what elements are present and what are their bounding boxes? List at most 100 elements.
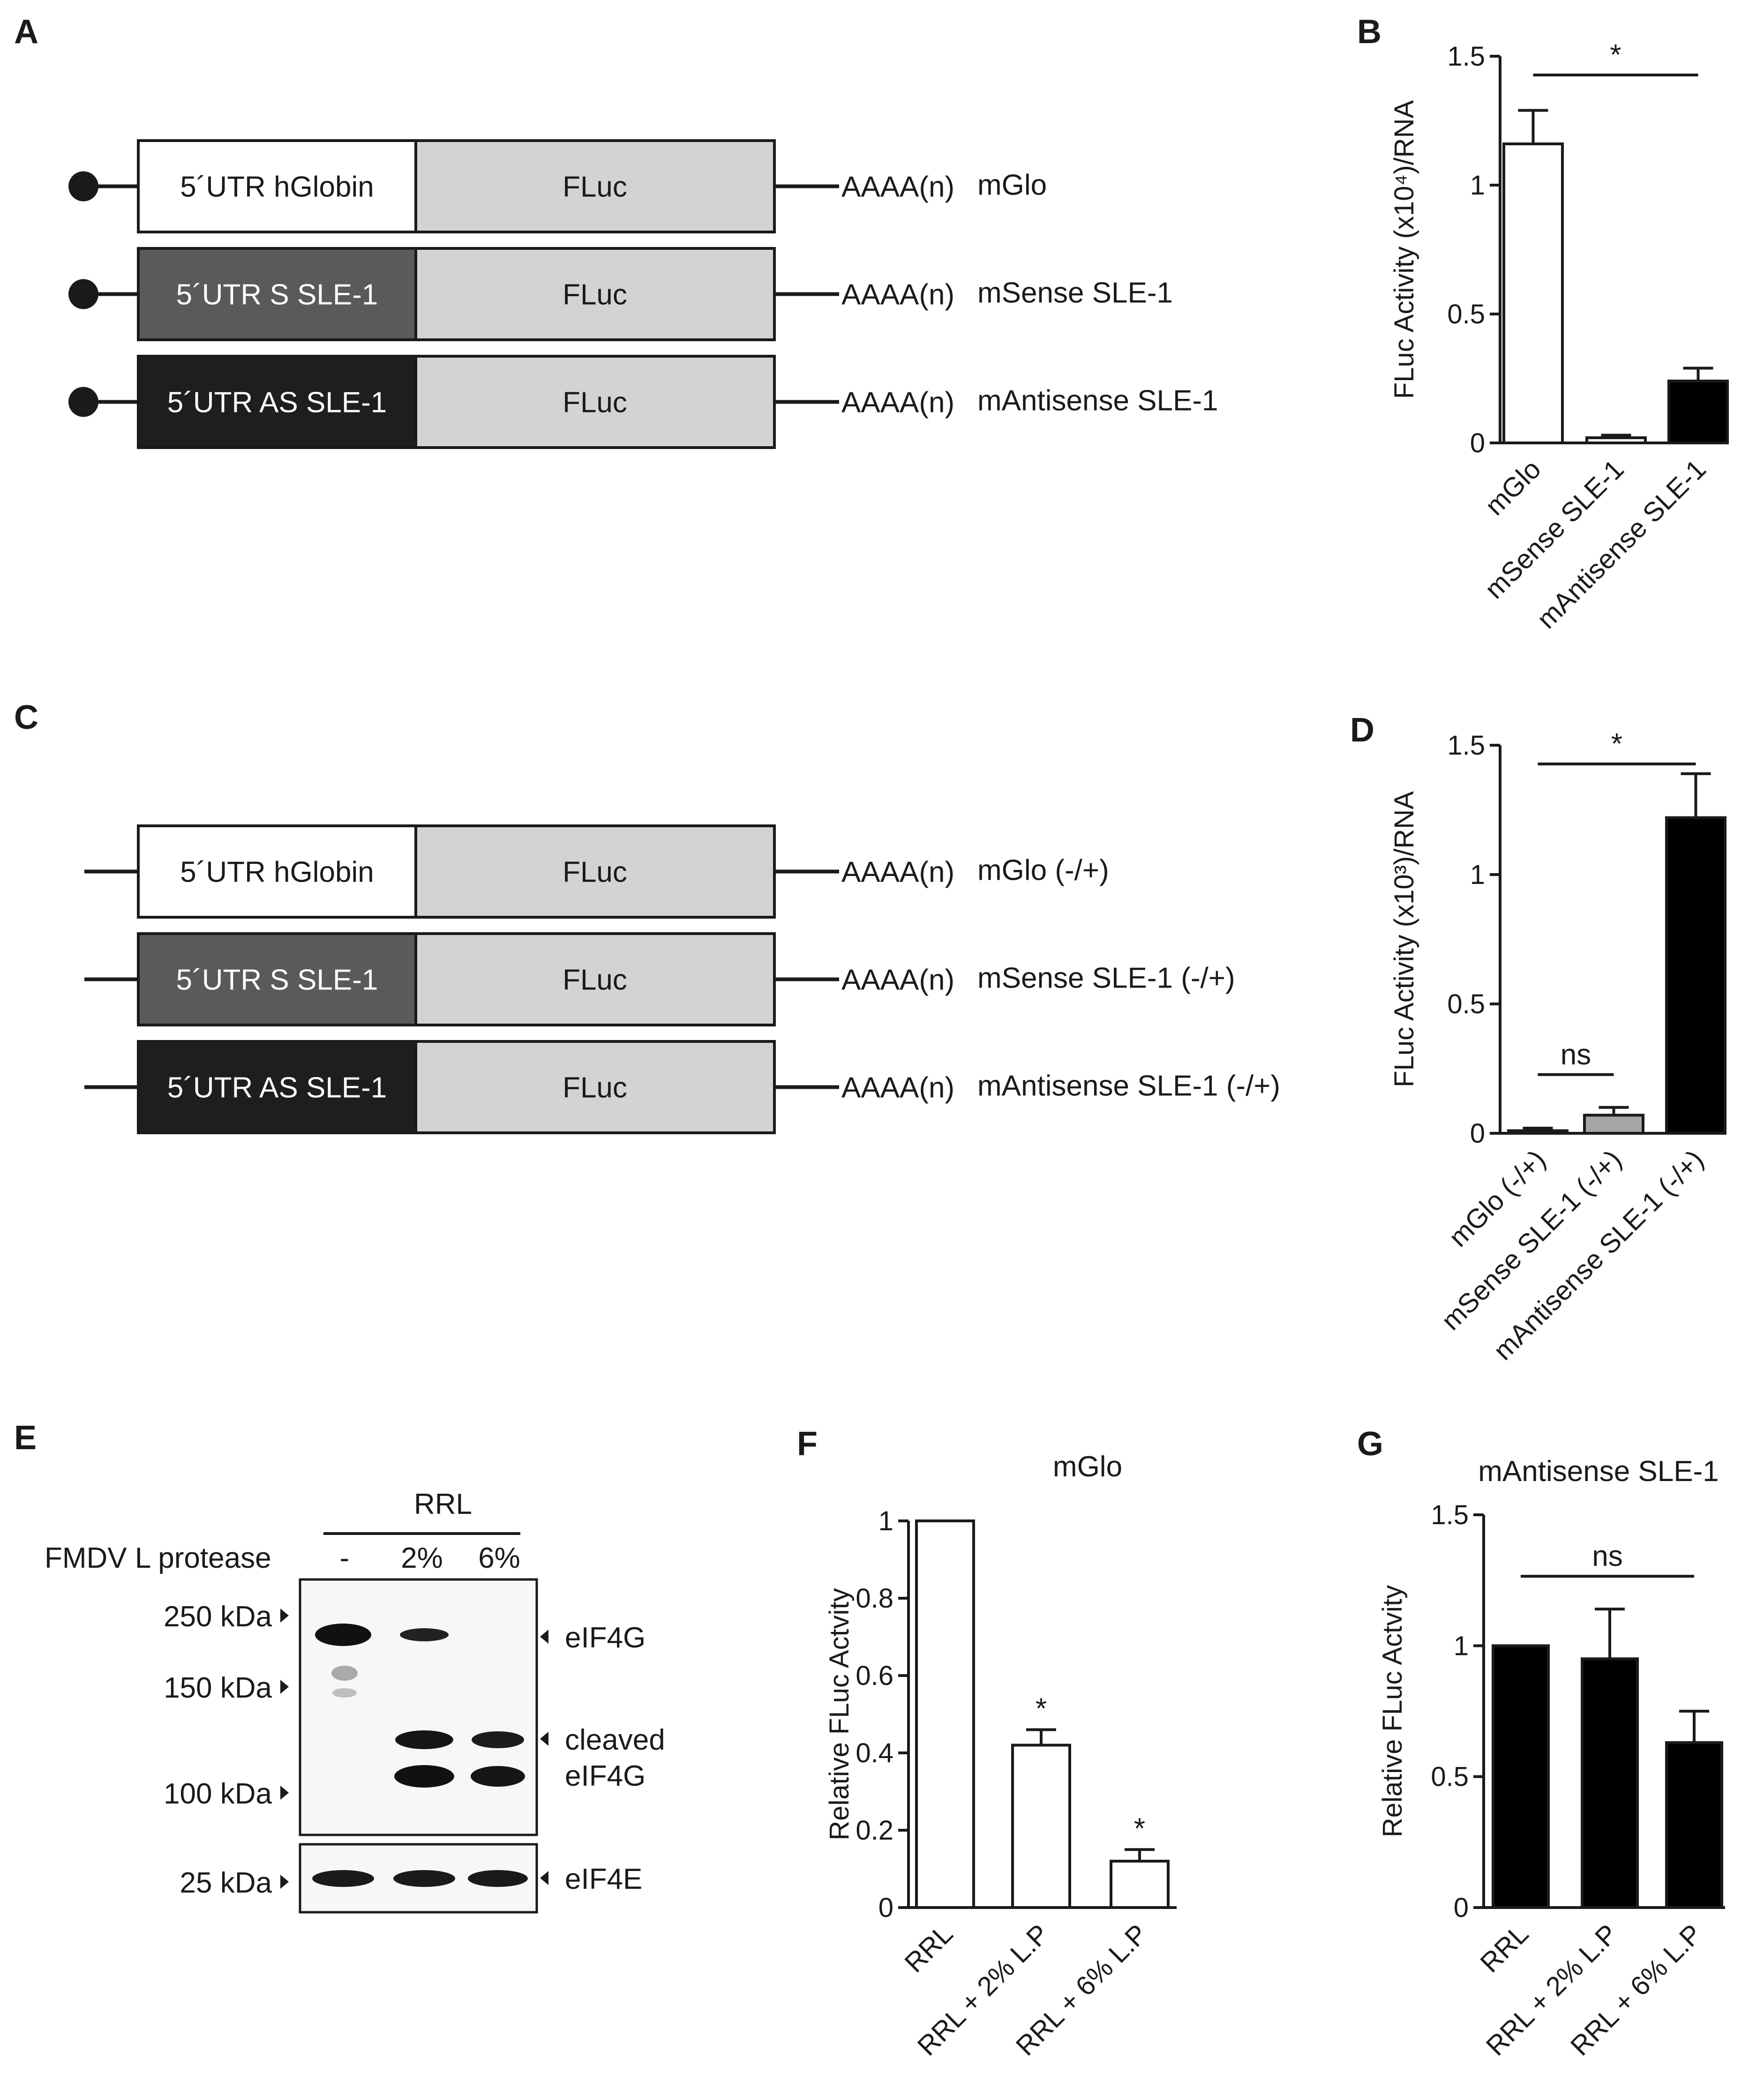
significance-label: * xyxy=(1610,39,1621,71)
panel-label-a: A xyxy=(14,13,38,51)
band-eif4g-lane2 xyxy=(400,1628,449,1641)
c-orf-box xyxy=(414,1040,776,1134)
c-orf-label: FLuc xyxy=(563,964,627,996)
y-tick-label: 0.5 xyxy=(1447,989,1485,1019)
a-orf-label: FLuc xyxy=(563,387,627,419)
band-cleaved-lane2-a xyxy=(395,1730,453,1749)
c-orf-label: FLuc xyxy=(563,856,627,889)
y-axis-label-g: Relative FLuc Actvity xyxy=(1377,1585,1408,1837)
y-tick-label: 0.2 xyxy=(856,1815,893,1846)
bar xyxy=(1581,1657,1639,1909)
marker-25: 25 kDa xyxy=(180,1867,272,1899)
a-cap-icon xyxy=(68,279,98,309)
y-tick-label: 1 xyxy=(1470,860,1485,890)
c-polya-label: AAAA(n) xyxy=(841,964,954,996)
y-axis-label-b: FLuc Activity (x10⁴)/RNA xyxy=(1389,100,1419,399)
c-utr-box xyxy=(137,1040,417,1134)
marker-150: 150 kDa xyxy=(164,1672,272,1704)
c-orf-box xyxy=(414,932,776,1026)
panel-label-e: E xyxy=(14,1419,37,1457)
y-tick-label: 1 xyxy=(1470,170,1485,201)
a-construct-name: mGlo xyxy=(977,169,1047,202)
panel-label-b: B xyxy=(1357,13,1381,51)
bar xyxy=(1492,1644,1550,1909)
blot-membrane-upper xyxy=(299,1578,538,1836)
x-tick-label: RRL xyxy=(899,1918,959,1978)
blot-group-label: RRL xyxy=(414,1488,472,1520)
significance-star: * xyxy=(1036,1693,1047,1725)
c-utr-box xyxy=(137,932,417,1026)
y-tick-label: 1.5 xyxy=(1447,41,1485,72)
band-label-eif4e: eIF4E xyxy=(565,1863,642,1895)
significance-star: * xyxy=(1134,1812,1145,1845)
marker-arrow-icon xyxy=(280,1875,289,1889)
bar xyxy=(915,1519,975,1909)
marker-arrow-icon xyxy=(280,1680,289,1694)
panel-label-f: F xyxy=(797,1425,818,1463)
y-axis-label-f: Relative FLuc Actvity xyxy=(824,1588,855,1840)
y-tick-label: 0.8 xyxy=(856,1583,893,1614)
band-eif4e-lane1 xyxy=(312,1870,374,1887)
construct-diagram-c: 5´UTR hGlobin FLuc AAAA(n) mGlo (-/+) 5´UTR … xyxy=(84,824,1280,1134)
x-tick-label: mGlo xyxy=(1479,454,1547,521)
significance-label: ns xyxy=(1561,1039,1591,1071)
c-polya-label: AAAA(n) xyxy=(841,856,954,889)
smear-lane1-b xyxy=(332,1688,357,1698)
a-orf-label: FLuc xyxy=(563,171,627,203)
a-orf-label: FLuc xyxy=(563,279,627,311)
band-arrow-icon xyxy=(540,1732,548,1746)
band-eif4e-lane3 xyxy=(468,1870,528,1887)
lane-label-2: 2% xyxy=(401,1542,443,1574)
y-tick-label: 0 xyxy=(1470,1118,1485,1149)
c-utr-label: 5´UTR AS SLE-1 xyxy=(167,1072,387,1104)
blot-row-label: FMDV L protease xyxy=(45,1542,271,1574)
y-tick-label: 0.5 xyxy=(1431,1762,1469,1792)
band-label-eif4g: eIF4G xyxy=(565,1622,646,1654)
a-cap-icon xyxy=(68,171,98,202)
bar xyxy=(1585,436,1647,444)
a-utr-box xyxy=(137,355,417,449)
a-utr-label: 5´UTR AS SLE-1 xyxy=(167,387,387,419)
lane-label-3: 6% xyxy=(478,1542,520,1574)
marker-arrow-icon xyxy=(280,1786,289,1800)
x-tick-label: RRL xyxy=(1474,1918,1534,1978)
a-construct-name: mSense SLE-1 xyxy=(977,277,1173,309)
band-eif4e-lane2 xyxy=(393,1870,455,1887)
c-orf-label: FLuc xyxy=(563,1072,627,1104)
panel-label-c: C xyxy=(14,699,38,736)
bar xyxy=(1507,1129,1569,1135)
a-polya-label: AAAA(n) xyxy=(841,279,954,311)
chart-title-f: mGlo xyxy=(1053,1451,1122,1483)
y-tick-label: 1 xyxy=(1454,1631,1469,1661)
panel-label-g: G xyxy=(1357,1425,1383,1463)
bar xyxy=(1110,1860,1170,1909)
a-utr-box xyxy=(137,247,417,341)
a-utr-label: 5´UTR hGlobin xyxy=(180,171,374,203)
c-construct-name: mAntisense SLE-1 (-/+) xyxy=(977,1070,1280,1102)
a-construct-name: mAntisense SLE-1 xyxy=(977,385,1218,417)
c-utr-label: 5´UTR S SLE-1 xyxy=(176,964,378,996)
chart-title-g: mAntisense SLE-1 xyxy=(1478,1455,1719,1488)
c-construct-name: mGlo (-/+) xyxy=(977,854,1109,887)
bar xyxy=(1665,1741,1723,1909)
y-tick-label: 1.5 xyxy=(1431,1500,1469,1530)
bar xyxy=(1667,380,1729,444)
y-tick-label: 0 xyxy=(1470,428,1485,458)
chart-panel-b: B 0 0.5 1 1.5 FLuc Activity (x10⁴)/RNA mGlomSe… xyxy=(1357,13,1729,635)
band-eif4g-lane1 xyxy=(315,1624,371,1646)
band-arrow-icon xyxy=(540,1630,548,1644)
a-orf-box xyxy=(414,139,776,233)
y-tick-label: 0 xyxy=(878,1893,893,1923)
a-utr-label: 5´UTR S SLE-1 xyxy=(176,279,378,311)
y-tick-label: 1.5 xyxy=(1447,730,1485,761)
y-tick-label: 1 xyxy=(878,1506,893,1536)
c-utr-label: 5´UTR hGlobin xyxy=(180,856,374,889)
bar xyxy=(1583,1114,1644,1135)
panel-label-d: D xyxy=(1350,711,1374,749)
western-blot: RRL FMDV L protease - 2% 6% 250 kDa 150 … xyxy=(45,1488,665,1914)
band-label-cleaved: cleaved xyxy=(565,1724,665,1756)
lane-label-1: - xyxy=(340,1542,350,1574)
